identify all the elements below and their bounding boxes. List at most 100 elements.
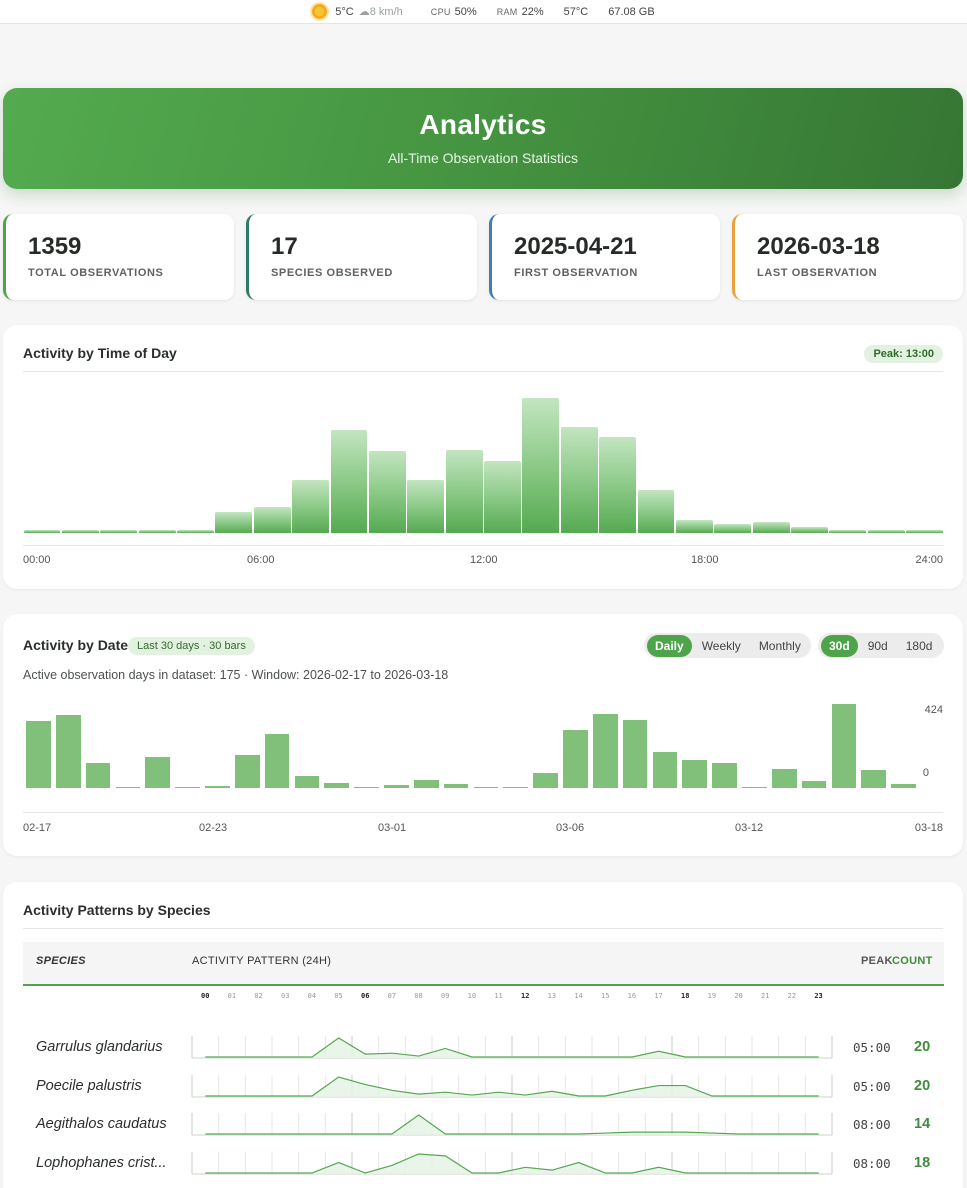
column-header-count[interactable]: COUNT [892, 955, 933, 967]
bar-date-03-06[interactable] [533, 772, 558, 788]
range-30d-button[interactable]: 30d [821, 634, 858, 657]
bar-date-03-07[interactable] [563, 729, 588, 788]
x-tick-label: 03-01 [378, 822, 407, 834]
bar-date-03-17[interactable] [861, 769, 887, 788]
hour-label: 00 [201, 992, 210, 1000]
bar-hour-05[interactable] [215, 512, 253, 533]
bar-date-02-23[interactable] [205, 786, 230, 788]
activity-sparkline [191, 1113, 833, 1136]
hour-label: 15 [601, 992, 610, 1000]
bar-hour-04[interactable] [177, 530, 214, 533]
y-min-label: 0 [922, 767, 929, 779]
bar-date-03-01[interactable] [384, 785, 409, 788]
bar-date-02-20[interactable] [115, 787, 141, 788]
bar-date-03-15[interactable] [801, 780, 827, 788]
bar-hour-02[interactable] [100, 530, 138, 533]
observation-count: 14 [914, 1116, 931, 1132]
bar-hour-06[interactable] [253, 507, 291, 533]
dataset-info: Active observation days in dataset: 175 … [23, 668, 449, 682]
hour-label: 22 [787, 992, 797, 1000]
bar-date-03-16[interactable] [831, 704, 857, 788]
bar-date-03-18[interactable] [891, 784, 916, 788]
range-180d-button[interactable]: 180d [905, 638, 933, 653]
bar-hour-22[interactable] [867, 530, 905, 533]
bar-date-02-21[interactable] [145, 756, 171, 788]
column-header-peak[interactable]: PEAK [861, 955, 893, 967]
hour-label: 11 [494, 992, 503, 1000]
hour-label: 07 [387, 992, 397, 1000]
page-title: Analytics [419, 109, 547, 140]
bar-date-03-05[interactable] [503, 787, 529, 788]
bar-hour-09[interactable] [368, 451, 406, 533]
bar-date-02-18[interactable] [55, 715, 81, 788]
bar-date-03-11[interactable] [682, 760, 708, 788]
granularity-monthly-button[interactable]: Monthly [758, 638, 801, 653]
bar-hour-16[interactable] [637, 490, 675, 533]
range-90d-button[interactable]: 90d [867, 638, 888, 653]
bar-hour-17[interactable] [675, 520, 713, 533]
bar-date-02-17[interactable] [26, 720, 51, 788]
peak-hour: 05:00 [853, 1078, 891, 1094]
bar-hour-14[interactable] [560, 427, 598, 533]
hour-label: 02 [254, 992, 263, 1000]
stat-value: 2026-03-18 [757, 233, 880, 260]
bar-date-02-24[interactable] [234, 754, 260, 788]
bar-date-02-25[interactable] [264, 733, 290, 788]
species-row[interactable]: Lophophanes crist... 08:00 18 [3, 1151, 963, 1182]
granularity-weekly-button[interactable]: Weekly [701, 638, 741, 653]
bar-date-02-26[interactable] [294, 775, 320, 788]
bar-date-03-08[interactable] [592, 714, 618, 788]
bar-date-02-22[interactable] [175, 787, 200, 788]
species-patterns-panel: Activity Patterns by Species SPECIES ACT… [3, 882, 963, 1188]
bar-date-03-13[interactable] [742, 786, 767, 788]
bar-date-02-19[interactable] [85, 762, 111, 788]
bar-hour-10[interactable] [407, 480, 445, 533]
bar-hour-01[interactable] [61, 530, 99, 533]
hour-scale: 00 01 02 03 04 05 06 07 08 09 10 11 12 13 14 15 16 17 18 19… [192, 992, 832, 1002]
bar-hour-19[interactable] [752, 522, 790, 533]
hour-label: 01 [227, 992, 237, 1000]
x-tick-label: 12:00 [470, 554, 498, 566]
x-tick-label: 03-18 [914, 822, 943, 834]
granularity-daily-button[interactable]: Daily [647, 634, 692, 657]
bar-hour-03[interactable] [138, 530, 176, 533]
bar-hour-08[interactable] [330, 430, 368, 533]
species-row[interactable]: Garrulus glandarius 05:00 20 [3, 1036, 963, 1066]
species-row[interactable]: Aegithalos caudatus 08:00 14 [3, 1113, 963, 1143]
bar-hour-13[interactable] [522, 398, 560, 533]
ram-value: 22% [521, 5, 544, 18]
bar-hour-21[interactable] [829, 530, 867, 533]
species-name: Lophophanes crist... [36, 1154, 167, 1171]
hour-label: 10 [467, 992, 477, 1000]
bar-hour-12[interactable] [484, 461, 521, 533]
bar-date-02-28[interactable] [354, 786, 379, 788]
hour-label: 16 [627, 992, 637, 1000]
table-header: SPECIES ACTIVITY PATTERN (24H) PEAK COUN… [23, 942, 944, 986]
peak-hour: 08:00 [853, 1155, 891, 1171]
bar-hour-18[interactable] [714, 524, 752, 533]
bar-date-03-10[interactable] [652, 752, 678, 788]
bar-hour-20[interactable] [791, 527, 828, 533]
stat-label: SPECIES OBSERVED [271, 267, 393, 279]
observation-count: 18 [914, 1154, 931, 1171]
bar-date-03-14[interactable] [771, 768, 797, 788]
bar-date-02-27[interactable] [324, 782, 350, 788]
species-row[interactable]: Poecile palustris 05:00 20 [3, 1074, 963, 1105]
bar-hour-23[interactable] [906, 530, 943, 533]
bar-date-03-02[interactable] [413, 779, 439, 788]
stat-card-last-observation: 2026-03-18 LAST OBSERVATION [732, 214, 963, 300]
bar-hour-00[interactable] [23, 530, 61, 533]
bar-hour-11[interactable] [445, 450, 483, 533]
bar-hour-07[interactable] [292, 480, 329, 533]
bar-date-03-03[interactable] [443, 784, 469, 788]
bar-date-03-09[interactable] [622, 720, 648, 788]
column-header-species[interactable]: SPECIES [36, 955, 86, 967]
bar-date-03-04[interactable] [473, 787, 499, 788]
peak-badge: Peak: 13:00 [864, 345, 943, 363]
bar-date-03-12[interactable] [712, 762, 737, 788]
range-toggle: 30d 90d 180d [818, 633, 944, 658]
panel-title: Activity by Time of Day [23, 345, 177, 361]
bar-hour-15[interactable] [599, 437, 636, 533]
sparkline-line [205, 1037, 819, 1058]
x-tick-label: 06:00 [247, 554, 275, 566]
